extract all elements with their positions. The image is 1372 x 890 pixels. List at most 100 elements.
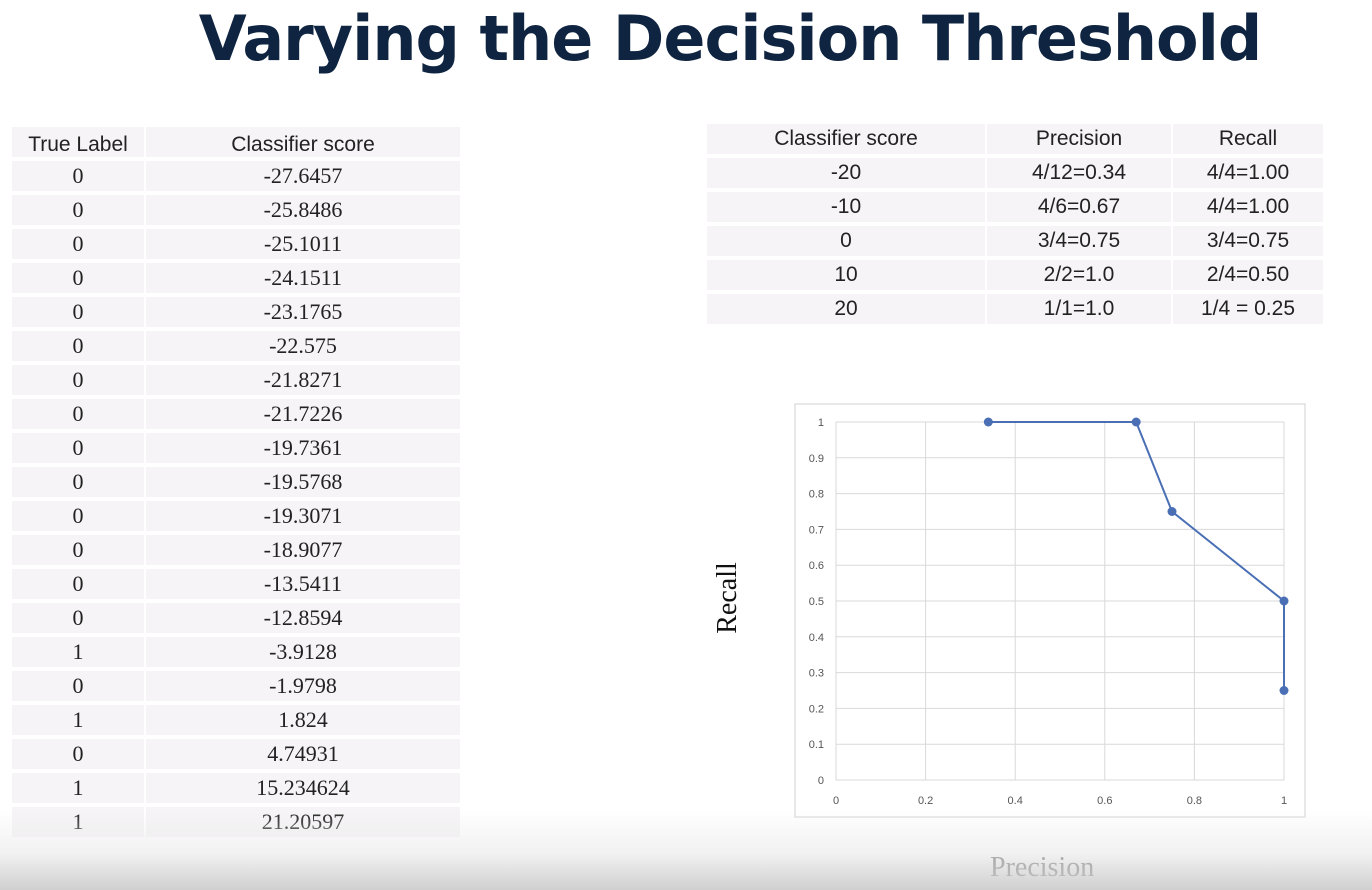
y-tick-label: 0.3 [809, 668, 824, 680]
table-row: 0 -25.1011 [12, 229, 460, 259]
true-label-cell: 0 [12, 331, 144, 361]
scores-table-header: True Label Classifier score [12, 127, 460, 157]
classifier-score-cell: -27.6457 [144, 161, 460, 191]
table-row: 0 -18.9077 [12, 535, 460, 565]
true-label-cell: 1 [12, 637, 144, 667]
table-row: 1 1.824 [12, 705, 460, 735]
classifier-score-cell: -22.575 [144, 331, 460, 361]
true-label-cell: 1 [12, 773, 144, 803]
threshold-cell: 20 [707, 294, 985, 324]
true-label-cell: 0 [12, 433, 144, 463]
precision-cell: 4/6=0.67 [985, 192, 1171, 222]
precision-cell: 4/12=0.34 [985, 158, 1171, 188]
classifier-score-cell: -12.8594 [144, 603, 460, 633]
true-label-cell: 1 [12, 705, 144, 735]
x-tick-label: 0.6 [1097, 795, 1112, 807]
threshold-cell: 0 [707, 226, 985, 256]
true-label-cell: 0 [12, 161, 144, 191]
precision-recall-chart: 0 0.2 0.4 0.6 0.8 1 0 0.1 0.2 0.3 0.4 0.5 0.6 0.7 0.8 0… [794, 403, 1306, 818]
data-point [1279, 686, 1289, 695]
precision-cell: 1/1=1.0 [985, 294, 1171, 324]
recall-cell: 4/4=1.00 [1171, 158, 1323, 188]
table-row: 0 4.74931 [12, 739, 460, 769]
x-tick-label: 0.8 [1187, 795, 1202, 807]
y-tick-label: 0 [818, 775, 824, 787]
classifier-score-cell: -24.1511 [144, 263, 460, 293]
true-label-cell: 0 [12, 229, 144, 259]
data-point [1167, 507, 1177, 516]
y-tick-label: 0.2 [809, 703, 824, 715]
classifier-score-cell: -18.9077 [144, 535, 460, 565]
recall-cell: 2/4=0.50 [1171, 260, 1323, 290]
table-row: 1 21.20597 [12, 807, 460, 837]
header-precision: Precision [985, 124, 1171, 154]
threshold-cell: 10 [707, 260, 985, 290]
table-row: 0 -23.1765 [12, 297, 460, 327]
threshold-cell: -10 [707, 192, 985, 222]
classifier-score-cell: -13.5411 [144, 569, 460, 599]
precision-cell: 3/4=0.75 [985, 226, 1171, 256]
table-row: 0 -24.1511 [12, 263, 460, 293]
header-classifier-score: Classifier score [707, 124, 985, 154]
x-axis-label: Precision [990, 852, 1095, 883]
y-tick-label: 0.1 [809, 739, 824, 751]
recall-cell: 4/4=1.00 [1171, 192, 1323, 222]
header-classifier-score: Classifier score [144, 127, 460, 157]
recall-cell: 3/4=0.75 [1171, 226, 1323, 256]
table-row: -10 4/6=0.67 4/4=1.00 [707, 192, 1323, 222]
table-row: 0 -12.8594 [12, 603, 460, 633]
classifier-score-cell: 4.74931 [144, 739, 460, 769]
table-row: 0 -25.8486 [12, 195, 460, 225]
classifier-score-cell: 1.824 [144, 705, 460, 735]
threshold-table: Classifier score Precision Recall -20 4/1… [707, 120, 1323, 328]
x-tick-label: 0.2 [918, 795, 933, 807]
classifier-score-cell: 21.20597 [144, 807, 460, 837]
x-tick-label: 0 [833, 795, 839, 807]
table-row: 1 -3.9128 [12, 637, 460, 667]
true-label-cell: 0 [12, 195, 144, 225]
scores-table: True Label Classifier score 0 -27.6457 0 -2… [12, 123, 460, 841]
table-row: 0 -21.8271 [12, 365, 460, 395]
y-tick-label: 1 [818, 417, 824, 429]
threshold-table-header: Classifier score Precision Recall [707, 124, 1323, 154]
true-label-cell: 0 [12, 399, 144, 429]
y-axis-label: Recall [712, 562, 743, 634]
data-point [983, 417, 993, 427]
table-row: 0 -27.6457 [12, 161, 460, 191]
y-tick-label: 0.9 [809, 453, 824, 465]
classifier-score-cell: -21.7226 [144, 399, 460, 429]
classifier-score-cell: -25.1011 [144, 229, 460, 259]
classifier-score-cell: -19.3071 [144, 501, 460, 531]
x-tick-label: 0.4 [1008, 795, 1023, 807]
true-label-cell: 0 [12, 603, 144, 633]
header-recall: Recall [1171, 124, 1323, 154]
table-row: -20 4/12=0.34 4/4=1.00 [707, 158, 1323, 188]
y-tick-label: 0.5 [809, 596, 824, 608]
data-point [1279, 596, 1289, 606]
y-tick-label: 0.7 [809, 524, 824, 536]
classifier-score-cell: -23.1765 [144, 297, 460, 327]
true-label-cell: 0 [12, 297, 144, 327]
threshold-cell: -20 [707, 158, 985, 188]
classifier-score-cell: 15.234624 [144, 773, 460, 803]
classifier-score-cell: -1.9798 [144, 671, 460, 701]
classifier-score-cell: -19.5768 [144, 467, 460, 497]
table-row: 20 1/1=1.0 1/4 = 0.25 [707, 294, 1323, 324]
classifier-score-cell: -3.9128 [144, 637, 460, 667]
chart-frame [794, 403, 1306, 818]
header-true-label: True Label [12, 127, 144, 157]
data-point [1131, 417, 1141, 427]
true-label-cell: 0 [12, 739, 144, 769]
table-row: 10 2/2=1.0 2/4=0.50 [707, 260, 1323, 290]
true-label-cell: 1 [12, 807, 144, 837]
true-label-cell: 0 [12, 535, 144, 565]
table-row: 0 -19.5768 [12, 467, 460, 497]
true-label-cell: 0 [12, 501, 144, 531]
precision-cell: 2/2=1.0 [985, 260, 1171, 290]
table-row: 0 -19.3071 [12, 501, 460, 531]
table-row: 0 -22.575 [12, 331, 460, 361]
recall-cell: 1/4 = 0.25 [1171, 294, 1323, 324]
table-row: 0 -1.9798 [12, 671, 460, 701]
x-tick-label: 1 [1281, 795, 1287, 807]
true-label-cell: 0 [12, 569, 144, 599]
